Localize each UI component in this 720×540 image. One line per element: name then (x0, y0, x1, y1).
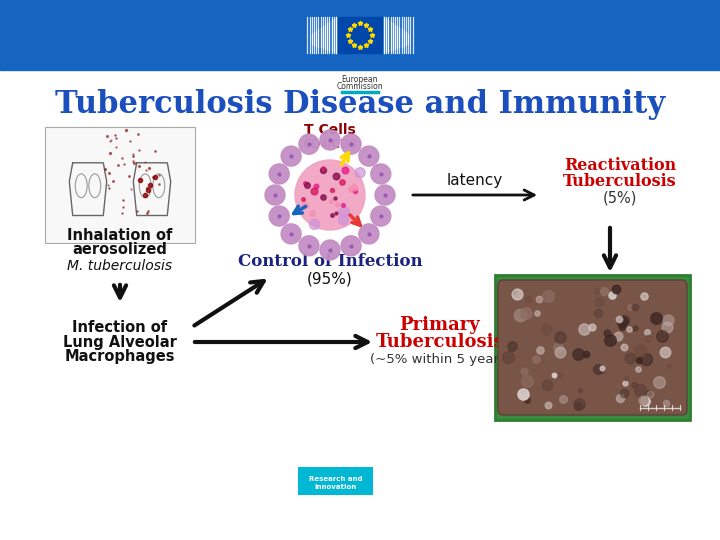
Circle shape (281, 146, 301, 166)
Text: aerosolized: aerosolized (73, 242, 168, 258)
Text: Control of Infection: Control of Infection (238, 253, 423, 271)
Circle shape (281, 224, 301, 244)
Circle shape (269, 164, 289, 184)
Text: M. tuberculosis: M. tuberculosis (68, 259, 173, 273)
Circle shape (359, 146, 379, 166)
Circle shape (299, 134, 319, 154)
Circle shape (320, 130, 340, 150)
Text: Tuberculosis: Tuberculosis (563, 172, 677, 190)
Circle shape (295, 160, 365, 230)
Text: (~5% within 5 years): (~5% within 5 years) (369, 353, 510, 366)
Circle shape (269, 206, 289, 226)
Circle shape (338, 215, 348, 225)
Text: Reactivation: Reactivation (564, 157, 676, 173)
Text: CD4/CD8: CD4/CD8 (303, 138, 357, 151)
Circle shape (310, 219, 320, 230)
Text: (5%): (5%) (603, 191, 637, 206)
Bar (338, 17, 382, 53)
Circle shape (299, 236, 319, 256)
Bar (298, 467, 373, 495)
Text: Macrophages: Macrophages (65, 349, 175, 364)
FancyBboxPatch shape (498, 280, 687, 415)
Circle shape (341, 236, 361, 256)
Text: Commission: Commission (337, 82, 383, 91)
Text: Research and: Research and (309, 476, 362, 482)
Bar (0, 0, 720, 70)
Text: Primary: Primary (400, 316, 480, 334)
Text: European: European (342, 75, 378, 84)
Text: T Cells: T Cells (304, 123, 356, 137)
Circle shape (355, 167, 365, 178)
Text: (95%): (95%) (307, 272, 353, 287)
Circle shape (341, 134, 361, 154)
Bar (495, 275, 690, 420)
Circle shape (320, 240, 340, 260)
Text: Lung Alveolar: Lung Alveolar (63, 334, 177, 349)
Text: Tuberculosis Disease and Immunity: Tuberculosis Disease and Immunity (55, 90, 665, 120)
Circle shape (371, 206, 391, 226)
Text: latency: latency (447, 173, 503, 188)
Circle shape (339, 207, 349, 217)
Text: Infection of: Infection of (73, 320, 168, 334)
Circle shape (265, 185, 285, 205)
Bar (45, 127, 195, 243)
Circle shape (371, 164, 391, 184)
Text: Tuberculosis: Tuberculosis (376, 333, 504, 351)
Circle shape (375, 185, 395, 205)
Circle shape (359, 224, 379, 244)
Text: Inhalation of: Inhalation of (67, 227, 173, 242)
Text: Innovation: Innovation (315, 484, 356, 490)
